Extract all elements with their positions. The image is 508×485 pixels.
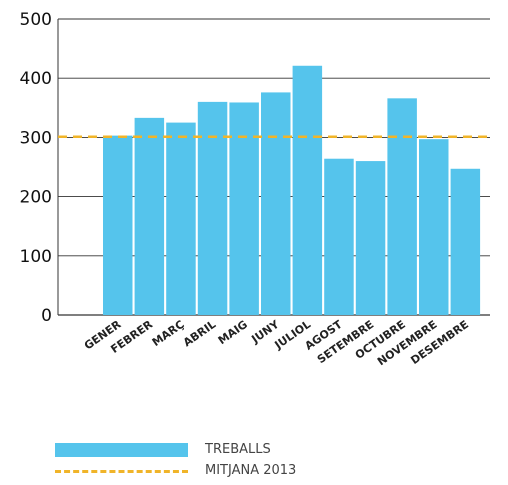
- bar: [355, 161, 386, 315]
- legend-label-mitjana: MITJANA 2013: [205, 463, 297, 478]
- bar: [387, 98, 417, 315]
- y-tick-label: 500: [20, 10, 52, 30]
- legend: TREBALLS MITJANA 2013: [55, 440, 355, 480]
- y-tick-label: 400: [20, 69, 52, 89]
- legend-swatch-treballs: [55, 443, 188, 457]
- x-tick-label: ABRIL: [181, 318, 218, 350]
- y-tick-label: 100: [20, 247, 52, 267]
- x-tick-label: MARÇ: [150, 318, 187, 349]
- bar: [419, 139, 449, 315]
- y-tick-label: 300: [20, 128, 52, 148]
- bar: [450, 168, 481, 315]
- y-tick-label: 0: [41, 306, 52, 326]
- bar: [261, 92, 291, 316]
- legend-label-treballs: TREBALLS: [205, 442, 271, 457]
- x-tick-label: MAIG: [216, 318, 250, 347]
- bar: [166, 122, 196, 315]
- bar: [324, 158, 354, 315]
- bar: [103, 135, 133, 315]
- bars: [103, 65, 481, 316]
- bar: [229, 102, 259, 315]
- bar: [292, 65, 323, 315]
- y-axis-ticks: 0 100 200 300 400 500: [20, 10, 52, 326]
- bar: [197, 101, 228, 315]
- bar-chart: 0 100 200 300 400 500 GENERFEBRERMARÇABRILMAI…: [20, 10, 490, 368]
- y-tick-label: 200: [20, 188, 52, 208]
- legend-swatch-mitjana: [55, 470, 188, 473]
- bar: [134, 117, 165, 315]
